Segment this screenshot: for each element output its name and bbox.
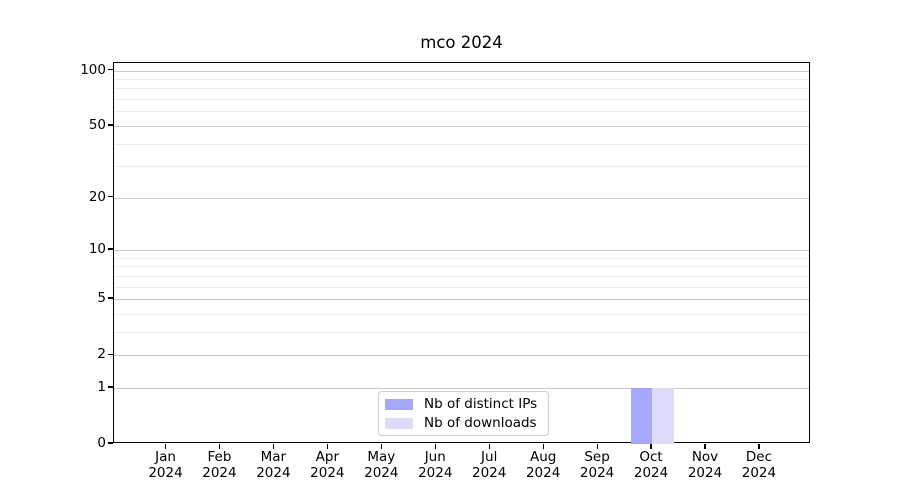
legend: Nb of distinct IPs Nb of downloads — [378, 391, 549, 436]
x-tick — [542, 444, 544, 449]
x-tick — [596, 444, 598, 449]
gridline-minor — [114, 79, 809, 81]
x-tick-label: May 2024 — [364, 449, 399, 481]
gridline-minor — [114, 143, 809, 145]
y-tick-label: 0 — [97, 435, 106, 451]
gridline-minor — [114, 313, 809, 315]
x-tick — [218, 444, 221, 449]
x-tick — [650, 444, 652, 449]
gridline-minor — [114, 99, 809, 101]
gridline-minor — [114, 286, 809, 288]
x-tick — [272, 444, 274, 449]
legend-label-downloads: Nb of downloads — [424, 415, 537, 431]
x-tick — [326, 444, 328, 449]
x-tick-label: Dec 2024 — [741, 449, 777, 481]
gridline-minor — [114, 266, 809, 268]
y-tick — [108, 353, 113, 355]
y-tick — [108, 124, 113, 126]
y-tick-label: 50 — [88, 116, 106, 133]
x-tick-label: Nov 2024 — [687, 449, 723, 481]
x-tick-label: Jan 2024 — [148, 449, 183, 481]
x-tick-label: Jun 2024 — [418, 449, 453, 481]
y-tick — [108, 386, 113, 388]
gridline-major — [114, 125, 809, 127]
gridline-major — [114, 70, 809, 72]
gridline-minor — [114, 88, 809, 90]
chart-title: mco 2024 — [420, 33, 503, 52]
x-tick — [704, 444, 706, 449]
x-tick — [380, 444, 382, 449]
gridline-major — [114, 197, 809, 199]
gridline-minor — [114, 111, 809, 113]
y-tick-label: 20 — [88, 188, 106, 205]
gridline-minor — [114, 166, 809, 168]
y-tick-label: 100 — [80, 61, 106, 78]
gridline-major — [114, 355, 809, 357]
legend-swatch-downloads — [385, 417, 413, 429]
legend-item-downloads: Nb of downloads — [385, 415, 548, 431]
legend-label-distinct-ips: Nb of distinct IPs — [424, 396, 538, 412]
bar-nb-of-distinct-ips — [630, 387, 653, 444]
x-tick-label: Aug 2024 — [525, 449, 561, 481]
x-tick-label: Oct 2024 — [633, 449, 669, 481]
plot-area — [113, 62, 810, 444]
bar-nb-of-downloads — [652, 387, 674, 444]
gridline-minor — [114, 257, 809, 259]
y-tick — [108, 442, 113, 444]
x-tick — [434, 444, 436, 449]
gridline-major — [114, 387, 809, 389]
y-tick-label: 10 — [88, 241, 106, 257]
legend-item-distinct-ips: Nb of distinct IPs — [385, 396, 548, 412]
gridline-major — [114, 299, 809, 301]
x-tick-label: Feb 2024 — [202, 449, 237, 481]
x-tick — [488, 444, 490, 449]
y-tick — [108, 196, 113, 198]
x-tick — [164, 444, 167, 449]
gridline-minor — [114, 275, 809, 277]
y-tick-label: 1 — [97, 378, 106, 395]
gridline-minor — [114, 331, 809, 333]
x-tick-label: Sep 2024 — [579, 449, 615, 481]
x-tick — [758, 444, 760, 449]
y-tick-label: 2 — [97, 346, 106, 363]
gridline-major — [114, 250, 809, 251]
legend-swatch-distinct-ips — [385, 398, 413, 410]
y-tick — [108, 69, 113, 71]
x-tick-label: Apr 2024 — [310, 449, 345, 481]
y-tick — [108, 297, 113, 299]
x-tick-label: Jul 2024 — [472, 449, 507, 481]
x-tick-label: Mar 2024 — [256, 449, 291, 481]
y-tick — [108, 248, 113, 250]
y-tick-label: 5 — [97, 290, 106, 307]
